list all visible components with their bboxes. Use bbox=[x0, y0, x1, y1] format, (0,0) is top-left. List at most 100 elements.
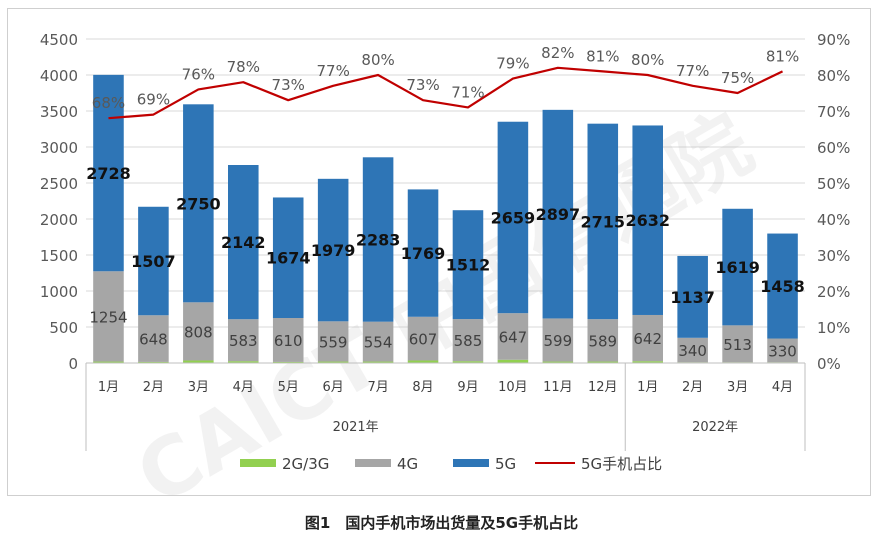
x-tick-label: 11月 bbox=[543, 380, 573, 395]
bar-2g3g bbox=[632, 361, 663, 363]
x-tick-label: 10月 bbox=[498, 380, 528, 395]
chart-frame: 0 500 1000 1500 2000 2500 3000 3500 4000 4500 0% 10… bbox=[7, 8, 871, 496]
bar-5g bbox=[228, 165, 259, 320]
legend-label: 4G bbox=[397, 455, 418, 473]
bar-4g bbox=[542, 318, 574, 362]
bar-5g bbox=[317, 178, 349, 322]
data-label-5g: 2142 bbox=[221, 233, 266, 252]
y2-tick-label: 10% bbox=[817, 319, 850, 337]
data-label-5g: 1769 bbox=[401, 244, 446, 263]
data-label-5g: 2728 bbox=[86, 164, 131, 183]
y2-tick-label: 90% bbox=[817, 31, 850, 49]
bar-4g bbox=[587, 319, 619, 362]
data-label-4g: 554 bbox=[364, 334, 393, 352]
x-tick-label: 6月 bbox=[323, 380, 344, 395]
bar-2g3g bbox=[228, 361, 259, 363]
line-data-label: 73% bbox=[272, 76, 305, 94]
legend-label: 5G bbox=[495, 455, 516, 473]
line-data-label: 82% bbox=[541, 44, 574, 62]
data-label-5g: 2283 bbox=[356, 230, 401, 249]
x-tick-label: 5月 bbox=[278, 380, 299, 395]
y2-tick-label: 50% bbox=[817, 175, 850, 193]
legend-swatch bbox=[240, 459, 276, 467]
data-label-5g: 1458 bbox=[760, 277, 805, 296]
line-data-label: 71% bbox=[451, 83, 484, 101]
line-data-label: 81% bbox=[586, 47, 619, 65]
x-tick-label: 3月 bbox=[727, 380, 748, 395]
bar-4g bbox=[138, 315, 169, 362]
year-label: 2022年 bbox=[692, 420, 738, 435]
x-tick-label: 12月 bbox=[588, 380, 618, 395]
bar-4g bbox=[183, 302, 214, 361]
bar-5g bbox=[452, 210, 484, 320]
bar-5g bbox=[722, 208, 753, 326]
y2-tick-label: 0% bbox=[817, 355, 841, 373]
bar-5g bbox=[497, 121, 529, 314]
bar-4g bbox=[362, 321, 394, 362]
bar-2g3g bbox=[93, 361, 124, 363]
bar-4g bbox=[272, 318, 304, 362]
data-label-4g: 340 bbox=[678, 342, 707, 360]
line-data-label: 78% bbox=[227, 58, 260, 76]
data-label-5g: 1674 bbox=[266, 249, 311, 268]
bar-4g bbox=[407, 316, 439, 361]
bar-4g bbox=[317, 321, 349, 362]
line-data-label: 77% bbox=[676, 62, 709, 80]
bar-4g bbox=[632, 314, 663, 362]
data-label-5g: 1137 bbox=[670, 288, 715, 307]
x-tick-label: 8月 bbox=[412, 380, 433, 395]
data-label-5g: 2632 bbox=[625, 211, 670, 230]
bar-4g bbox=[677, 337, 708, 363]
bar-5g bbox=[93, 74, 124, 272]
year-label: 2021年 bbox=[333, 420, 379, 435]
line-data-label: 73% bbox=[406, 76, 439, 94]
line-data-label: 80% bbox=[631, 51, 664, 69]
bar-2g3g bbox=[497, 359, 529, 363]
x-tick-label: 9月 bbox=[457, 380, 478, 395]
line-data-label: 75% bbox=[721, 69, 754, 87]
bar-4g bbox=[497, 313, 529, 360]
data-label-4g: 610 bbox=[274, 332, 303, 350]
bar-5g bbox=[183, 104, 214, 303]
data-label-4g: 330 bbox=[768, 342, 797, 360]
data-label-4g: 599 bbox=[544, 332, 573, 350]
x-tick-label: 2月 bbox=[682, 380, 703, 395]
data-label-4g: 808 bbox=[184, 323, 213, 341]
y-tick-label: 1500 bbox=[40, 247, 78, 265]
data-label-4g: 583 bbox=[229, 332, 258, 350]
bar-5g bbox=[542, 109, 574, 319]
bar-2g3g bbox=[317, 361, 349, 363]
legend-label: 2G/3G bbox=[282, 455, 329, 473]
y-tick-label: 0 bbox=[68, 355, 78, 373]
line-data-label: 80% bbox=[361, 51, 394, 69]
data-label-5g: 1512 bbox=[446, 256, 491, 275]
data-label-5g: 1507 bbox=[131, 252, 176, 271]
bar-5g bbox=[632, 125, 663, 315]
y-tick-label: 3000 bbox=[40, 139, 78, 157]
data-label-4g: 1254 bbox=[89, 308, 127, 326]
data-label-4g: 648 bbox=[139, 331, 168, 349]
legend-swatch bbox=[453, 459, 489, 467]
y2-tick-label: 80% bbox=[817, 67, 850, 85]
bar-5g bbox=[677, 255, 708, 338]
data-label-5g: 2659 bbox=[491, 208, 536, 227]
y-tick-label: 4500 bbox=[40, 31, 78, 49]
bar-4g bbox=[93, 271, 124, 362]
bar-2g3g bbox=[587, 361, 619, 363]
bar-5g bbox=[407, 189, 439, 317]
bar-5g bbox=[587, 123, 619, 320]
bar-2g3g bbox=[138, 361, 169, 363]
chart-svg: 0 500 1000 1500 2000 2500 3000 3500 4000 4500 0% 10… bbox=[40, 31, 851, 495]
y-tick-label: 1000 bbox=[40, 283, 78, 301]
legend-swatch bbox=[355, 459, 391, 467]
y-tick-label: 3500 bbox=[40, 103, 78, 121]
x-tick-label: 1月 bbox=[98, 380, 119, 395]
y-tick-label: 2500 bbox=[40, 175, 78, 193]
data-label-5g: 2715 bbox=[581, 212, 626, 231]
data-label-4g: 559 bbox=[319, 333, 348, 351]
y2-tick-label: 40% bbox=[817, 211, 850, 229]
bar-5g bbox=[767, 233, 798, 339]
data-label-4g: 607 bbox=[409, 331, 438, 349]
bar-5g bbox=[272, 197, 304, 318]
data-label-5g: 1619 bbox=[715, 258, 760, 277]
